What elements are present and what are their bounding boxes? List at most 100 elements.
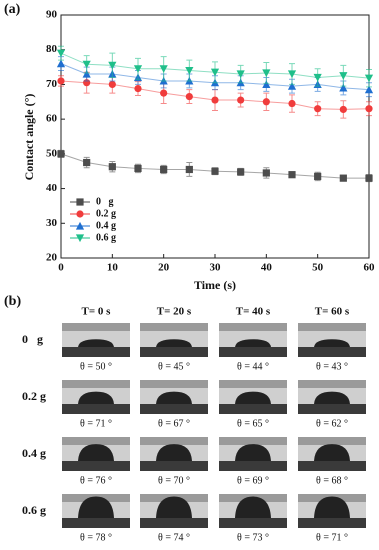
row-label: 0 g bbox=[22, 332, 43, 346]
caption: θ = 78 ° bbox=[80, 532, 112, 543]
photo-top bbox=[219, 323, 287, 331]
marker bbox=[211, 167, 219, 175]
y-tick-label: 60 bbox=[46, 113, 58, 125]
x-tick-label: 40 bbox=[261, 262, 273, 274]
caption: θ = 70 ° bbox=[158, 475, 190, 486]
row-label: 0.4 g bbox=[22, 446, 46, 460]
substrate bbox=[219, 461, 287, 471]
droplet bbox=[235, 444, 271, 461]
caption: θ = 43 ° bbox=[316, 361, 348, 372]
caption: θ = 76 ° bbox=[80, 475, 112, 486]
photo-top bbox=[140, 437, 208, 445]
marker bbox=[287, 82, 297, 90]
substrate bbox=[62, 518, 130, 528]
marker bbox=[160, 165, 168, 174]
y-tick-label: 70 bbox=[46, 78, 58, 90]
marker bbox=[134, 164, 142, 173]
x-tick-label: 0 bbox=[58, 262, 64, 274]
y-axis-label: Contact angle (°) bbox=[22, 94, 36, 181]
x-tick-label: 10 bbox=[107, 262, 119, 274]
marker bbox=[339, 83, 348, 92]
marker bbox=[287, 70, 297, 79]
marker bbox=[210, 68, 220, 77]
marker bbox=[56, 59, 66, 68]
marker bbox=[262, 69, 271, 78]
marker bbox=[75, 234, 85, 243]
droplet bbox=[235, 496, 271, 518]
marker bbox=[83, 158, 91, 167]
row-label: 0.6 g bbox=[22, 503, 46, 517]
marker bbox=[339, 174, 347, 182]
photo-top bbox=[62, 437, 130, 445]
substrate bbox=[298, 518, 366, 528]
x-tick-label: 50 bbox=[312, 262, 324, 274]
substrate bbox=[219, 347, 287, 357]
column-header: T= 0 s bbox=[82, 306, 112, 318]
marker bbox=[365, 174, 373, 182]
marker bbox=[75, 221, 85, 230]
marker bbox=[57, 150, 65, 158]
marker bbox=[76, 198, 84, 206]
marker bbox=[288, 99, 296, 108]
marker bbox=[339, 105, 347, 114]
droplet bbox=[156, 496, 192, 518]
marker bbox=[159, 65, 168, 73]
x-axis-label: Time (s) bbox=[194, 278, 236, 292]
caption: θ = 45 ° bbox=[158, 361, 190, 372]
marker bbox=[262, 80, 271, 89]
substrate bbox=[62, 461, 130, 471]
marker bbox=[314, 105, 322, 113]
caption: θ = 69 ° bbox=[237, 475, 269, 486]
caption: θ = 65 ° bbox=[237, 418, 269, 429]
marker bbox=[364, 85, 374, 94]
droplet bbox=[314, 444, 350, 461]
marker bbox=[262, 98, 270, 106]
marker bbox=[57, 77, 65, 85]
substrate bbox=[298, 347, 366, 357]
droplet bbox=[314, 339, 350, 347]
marker bbox=[237, 168, 245, 176]
marker bbox=[108, 61, 117, 70]
marker bbox=[133, 65, 143, 73]
legend-label: 0.6 g bbox=[96, 232, 116, 243]
marker bbox=[82, 69, 91, 78]
substrate bbox=[140, 518, 208, 528]
marker bbox=[134, 84, 142, 93]
column-header: T= 40 s bbox=[236, 306, 271, 318]
marker bbox=[185, 66, 194, 75]
substrate bbox=[298, 404, 366, 414]
photo-top bbox=[298, 380, 366, 388]
y-tick-label: 50 bbox=[46, 147, 58, 159]
marker bbox=[76, 210, 84, 218]
photo-top bbox=[298, 437, 366, 445]
droplet bbox=[156, 444, 192, 461]
marker bbox=[108, 80, 116, 89]
droplet bbox=[235, 339, 271, 347]
caption: θ = 62 ° bbox=[316, 418, 348, 429]
marker bbox=[365, 105, 373, 113]
marker bbox=[185, 92, 193, 101]
y-tick-label: 30 bbox=[46, 217, 58, 229]
marker bbox=[108, 163, 116, 171]
marker bbox=[185, 165, 193, 174]
photo-top bbox=[219, 437, 287, 445]
photo-top bbox=[219, 380, 287, 388]
photo-top bbox=[140, 380, 208, 388]
droplet bbox=[78, 339, 114, 347]
caption: θ = 71 ° bbox=[80, 418, 112, 429]
marker bbox=[313, 73, 322, 82]
droplet bbox=[78, 444, 114, 461]
substrate bbox=[62, 404, 130, 414]
x-tick-label: 30 bbox=[210, 262, 222, 274]
column-header: T= 20 s bbox=[157, 306, 192, 318]
photo-top bbox=[62, 380, 130, 388]
droplet bbox=[235, 391, 271, 404]
substrate bbox=[140, 347, 208, 357]
panel-label: (b) bbox=[4, 294, 21, 309]
droplet bbox=[314, 391, 350, 404]
substrate bbox=[219, 404, 287, 414]
caption: θ = 71 ° bbox=[316, 532, 348, 543]
column-header: T= 60 s bbox=[315, 306, 350, 318]
y-tick-label: 40 bbox=[46, 182, 58, 194]
caption: θ = 50 ° bbox=[80, 361, 112, 372]
